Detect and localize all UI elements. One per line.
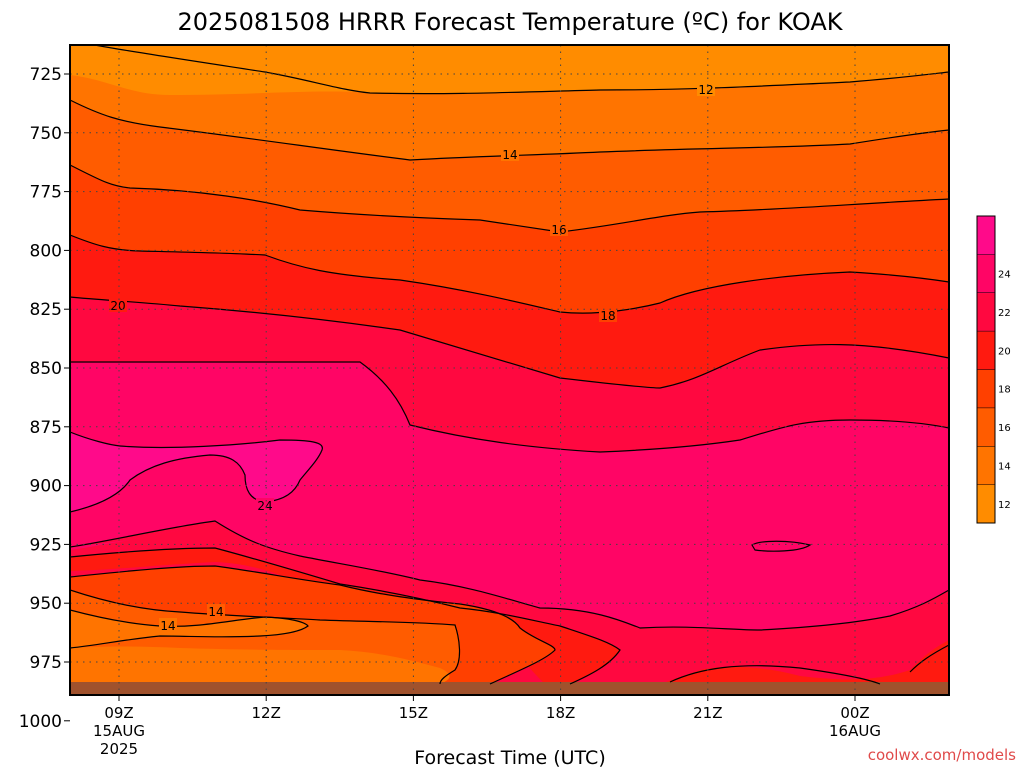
colorbar-tick-label: 16 bbox=[998, 423, 1011, 434]
colorbar-tick-label: 22 bbox=[998, 308, 1011, 319]
colorbar-tick-label: 14 bbox=[998, 461, 1011, 472]
contour-18-lower bbox=[70, 565, 556, 685]
contour-labels: 12 14 16 18 20 24 14 14 bbox=[109, 82, 715, 633]
band-14-bottom bbox=[70, 646, 450, 684]
grid-lines bbox=[70, 45, 949, 695]
colorbar: 12 14 16 18 20 22 24 bbox=[976, 215, 1011, 524]
colorbar-band bbox=[977, 369, 995, 409]
colorbar-tick-label: 18 bbox=[998, 385, 1011, 396]
colorbar-band bbox=[977, 446, 995, 486]
contour-label-20: 20 bbox=[110, 299, 125, 313]
y-tick-label: 800 bbox=[30, 241, 62, 261]
credit-text: coolwx.com/models bbox=[868, 746, 1016, 764]
contour-label-18: 18 bbox=[600, 309, 615, 323]
contour-label-12: 12 bbox=[698, 83, 713, 97]
x-tick-sublabel: 16AUG bbox=[829, 722, 881, 740]
contour-22-lower bbox=[70, 520, 949, 631]
x-tick-label: 21Z bbox=[693, 704, 722, 722]
contour-label-14-upper: 14 bbox=[208, 605, 223, 619]
y-tick-label: 850 bbox=[30, 359, 62, 379]
x-tick-label: 15Z bbox=[399, 704, 428, 722]
contour-18 bbox=[70, 234, 949, 314]
x-tick-label: 12Z bbox=[252, 704, 281, 722]
contour-label-24: 24 bbox=[257, 499, 272, 513]
colorbar-tick-label: 12 bbox=[998, 500, 1011, 511]
contour-20-lower-right bbox=[909, 644, 949, 673]
contour-label-16: 16 bbox=[551, 223, 566, 237]
y-axis: 725 750 775 800 825 850 875 900 925 950 975 1000 bbox=[19, 65, 70, 732]
y-tick-label: 825 bbox=[30, 300, 62, 320]
colorbar-band bbox=[977, 484, 995, 524]
y-tick-label: 900 bbox=[30, 477, 62, 497]
x-tick-sublabel: 15AUG bbox=[93, 722, 145, 740]
y-tick-label: 1000 bbox=[19, 712, 62, 732]
y-tick-label: 775 bbox=[30, 183, 62, 203]
colorbar-band bbox=[977, 407, 995, 447]
colorbar-band bbox=[977, 292, 995, 332]
chart-title: 2025081508 HRRR Forecast Temperature (ºC… bbox=[178, 8, 844, 36]
ground bbox=[70, 682, 949, 695]
x-tick-label: 18Z bbox=[546, 704, 575, 722]
x-tick-label: 00Z bbox=[840, 704, 869, 722]
contour-20 bbox=[70, 296, 949, 389]
contour-12 bbox=[94, 45, 949, 95]
color-bands bbox=[70, 45, 949, 695]
contour-22 bbox=[70, 361, 949, 453]
y-tick-label: 725 bbox=[30, 65, 62, 85]
colorbar-band bbox=[977, 254, 995, 294]
band-22-lower bbox=[70, 521, 949, 684]
colorbar-tick-label: 24 bbox=[998, 270, 1011, 281]
contour-24 bbox=[70, 431, 323, 513]
plot-frame bbox=[69, 44, 950, 696]
colorbar-band bbox=[977, 331, 995, 370]
colorbar-band bbox=[977, 216, 995, 255]
contour-22-bottom-right bbox=[669, 665, 881, 685]
y-tick-label: 750 bbox=[30, 124, 62, 144]
contour-16-lower bbox=[70, 589, 461, 685]
y-tick-label: 950 bbox=[30, 594, 62, 614]
y-tick-label: 875 bbox=[30, 418, 62, 438]
contour-lines bbox=[70, 45, 949, 685]
contour-24-small bbox=[751, 540, 812, 552]
colorbar-tick-label: 20 bbox=[998, 346, 1011, 357]
contour-16 bbox=[70, 164, 949, 233]
plot-area: 12 14 16 18 20 24 14 14 bbox=[70, 45, 949, 695]
x-axis-label: Forecast Time (UTC) bbox=[414, 747, 605, 768]
x-tick-label: 09Z bbox=[104, 704, 133, 722]
y-tick-label: 925 bbox=[30, 535, 62, 555]
contour-label-14-lower: 14 bbox=[160, 619, 175, 633]
y-tick-label: 975 bbox=[30, 653, 62, 673]
contour-label-14: 14 bbox=[502, 148, 517, 162]
band-24-plus bbox=[70, 432, 323, 512]
band-14-lower bbox=[70, 610, 308, 648]
x-tick-sublabel: 2025 bbox=[100, 740, 138, 758]
